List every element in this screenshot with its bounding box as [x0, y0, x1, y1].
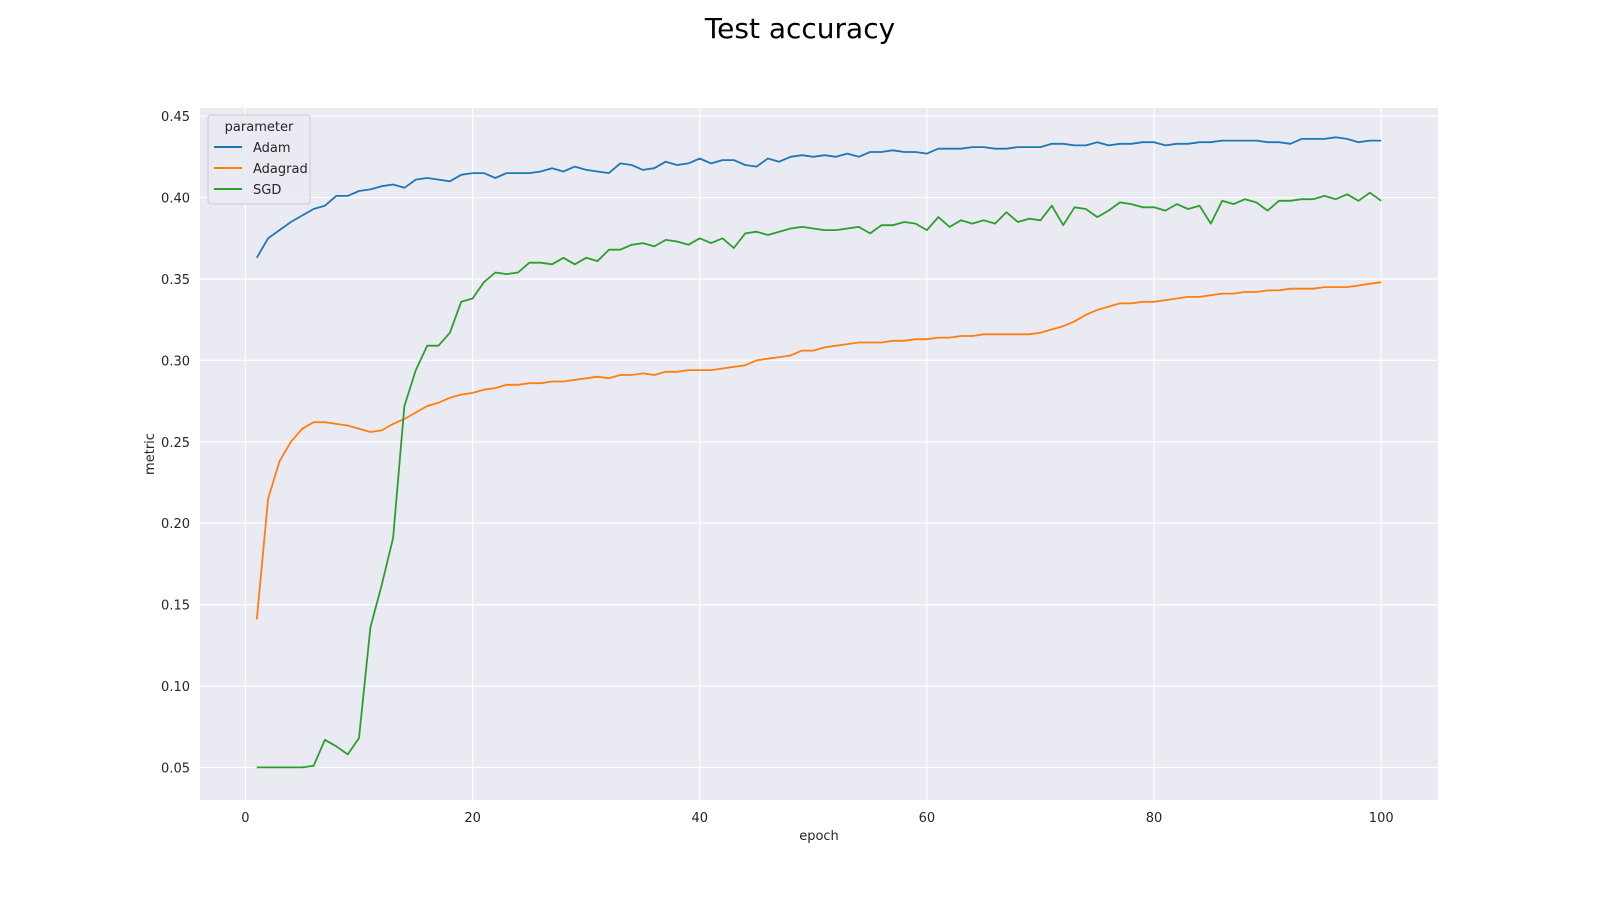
y-tick-label: 0.40: [161, 192, 190, 207]
x-tick-label: 40: [691, 811, 708, 826]
y-tick-label: 0.10: [161, 680, 190, 695]
chart-title: Test accuracy: [704, 12, 895, 45]
tick-labels: 0 20 40 60 80 100 0.05 0.10 0.15 0.20 0.25 0.30 0.35…: [161, 110, 1394, 826]
y-tick-label: 0.35: [161, 273, 190, 288]
series-lines: [255, 136, 1382, 769]
y-tick-label: 0.20: [161, 517, 190, 532]
x-tick-label: 0: [241, 811, 249, 826]
x-tick-label: 60: [919, 811, 936, 826]
x-tick-label: 100: [1369, 811, 1394, 826]
x-axis-label: epoch: [799, 829, 839, 844]
x-tick-label: 20: [464, 811, 481, 826]
y-tick-label: 0.05: [161, 761, 190, 776]
legend-label-adagrad: Adagrad: [253, 162, 308, 177]
y-tick-label: 0.30: [161, 354, 190, 369]
series-line-adam: [256, 136, 1382, 259]
legend-box: [207, 114, 311, 205]
legend-label-adam: Adam: [253, 141, 291, 156]
series-line-adagrad: [255, 281, 1382, 620]
legend-label-sgd: SGD: [253, 183, 281, 198]
y-tick-label: 0.25: [161, 436, 190, 451]
grid: [200, 108, 1438, 800]
y-axis-label: metric: [143, 433, 158, 475]
x-tick-label: 80: [1146, 811, 1163, 826]
series-line-sgd: [256, 191, 1382, 769]
legend-title: parameter: [225, 120, 294, 135]
y-tick-label: 0.45: [161, 110, 190, 125]
plot-area: [200, 108, 1438, 800]
legend: parameter Adam Adagrad SGD: [207, 114, 311, 205]
y-tick-label: 0.15: [161, 599, 190, 614]
